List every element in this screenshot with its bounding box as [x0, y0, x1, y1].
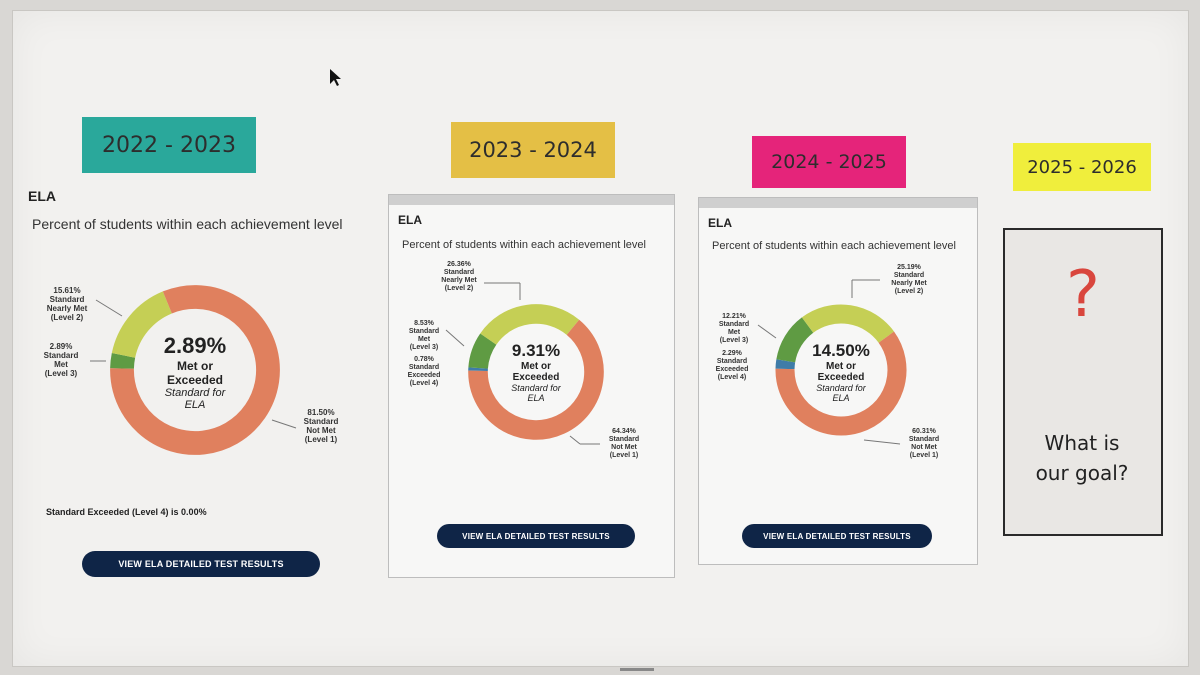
callout-not-met: 81.50% Standard Not Met (Level 1): [303, 408, 339, 444]
callout-lines: [90, 299, 297, 429]
donut-segment-standard-exceeded-level-4-: [775, 359, 796, 370]
ela-panel-2024-2025: [698, 197, 978, 565]
donut-segment-standard-not-met-level-1-: [775, 331, 907, 436]
donut-segment-standard-not-met-level-1-: [110, 285, 280, 455]
met-percentage: 2.89%: [163, 333, 227, 358]
standard-label: Standard for ELA: [511, 383, 561, 403]
donut-chart: [775, 304, 907, 436]
donut-chart: [468, 304, 604, 440]
donut-segment-standard-met-level-3-: [776, 317, 814, 363]
donut-center: 9.31% Met or Exceeded Standard for ELA: [496, 341, 576, 403]
callout-met: 12.21% Standard Met (Level 3): [718, 313, 750, 344]
callout-lines: [757, 279, 901, 445]
callout-not-met: 60.31% Standard Not Met (Level 1): [908, 428, 940, 459]
callout-exceeded: 0.78% Standard Exceeded (Level 4): [407, 356, 441, 387]
donut-segment-standard-not-met-level-1-: [468, 319, 604, 440]
mouse-pointer-icon: [330, 69, 341, 86]
panel-title: ELA: [28, 188, 56, 204]
callout-lines: [445, 282, 600, 445]
year-label-2024-2025: 2024 - 2025: [752, 136, 906, 188]
exceeded-note: Standard Exceeded (Level 4) is 0.00%: [46, 507, 207, 517]
panel-subtitle: Percent of students within each achievem…: [32, 216, 343, 232]
panel-subtitle: Percent of students within each achievem…: [402, 239, 646, 251]
year-label-2025-2026: 2025 - 2026: [1013, 143, 1151, 191]
callout-met: 8.53% Standard Met (Level 3): [408, 320, 440, 351]
met-label: Met or Exceeded: [512, 361, 560, 383]
goal-question: What is our goal?: [1035, 431, 1129, 485]
goal-box: [1003, 228, 1163, 536]
met-label: Met or Exceeded: [166, 359, 224, 387]
panel-title: ELA: [398, 213, 422, 227]
callout-not-met: 64.34% Standard Not Met (Level 1): [608, 428, 640, 459]
met-percentage: 14.50%: [812, 341, 870, 360]
callout-met: 2.89% Standard Met (Level 3): [43, 342, 79, 378]
donut-center: 14.50% Met or Exceeded Standard for ELA: [801, 341, 881, 403]
view-ela-results-button[interactable]: VIEW ELA DETAILED TEST RESULTS: [742, 524, 932, 548]
donut-segment-standard-met-level-3-: [468, 333, 497, 370]
year-label-2023-2024: 2023 - 2024: [451, 122, 615, 178]
standard-label: Standard for ELA: [816, 383, 866, 403]
donut-segment-standard-nearly-met-level-2-: [480, 304, 580, 345]
panel-subtitle: Percent of students within each achievem…: [712, 240, 956, 252]
donut-segment-standard-nearly-met-level-2-: [111, 291, 173, 359]
ela-panel-2023-2024: [388, 194, 675, 578]
met-percentage: 9.31%: [511, 341, 561, 360]
bottom-divider: [620, 668, 654, 671]
callout-nearly-met: 26.36% Standard Nearly Met (Level 2): [441, 261, 477, 292]
callout-exceeded: 2.29% Standard Exceeded (Level 4): [715, 350, 749, 381]
panel-title: ELA: [708, 216, 732, 230]
year-label-2022-2023: 2022 - 2023: [82, 117, 256, 173]
question-mark-icon: ?: [1066, 258, 1100, 332]
view-ela-results-button[interactable]: VIEW ELA DETAILED TEST RESULTS: [82, 551, 320, 577]
callout-nearly-met: 25.19% Standard Nearly Met (Level 2): [891, 264, 927, 295]
donut-segment-standard-met-level-3-: [110, 353, 136, 370]
standard-label: Standard for ELA: [164, 387, 226, 411]
view-ela-results-button[interactable]: VIEW ELA DETAILED TEST RESULTS: [437, 524, 635, 548]
donut-chart: [110, 285, 280, 455]
callout-nearly-met: 15.61% Standard Nearly Met (Level 2): [46, 286, 88, 322]
met-label: Met or Exceeded: [817, 361, 865, 383]
donut-segment-standard-nearly-met-level-2-: [801, 304, 895, 344]
donut-center: 2.89% Met or Exceeded Standard for ELA: [145, 333, 245, 411]
